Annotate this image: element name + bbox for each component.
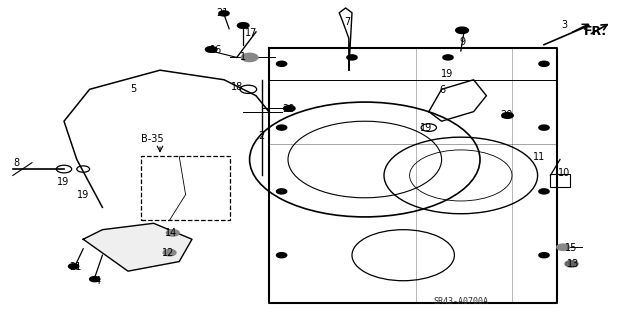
Circle shape	[539, 125, 549, 130]
Circle shape	[276, 125, 287, 130]
Text: 16: 16	[210, 45, 223, 55]
Text: 1: 1	[240, 52, 246, 63]
Text: 21: 21	[69, 262, 82, 272]
Polygon shape	[83, 223, 192, 271]
Circle shape	[276, 61, 287, 66]
Text: 2: 2	[258, 130, 264, 141]
Text: 8: 8	[13, 158, 19, 168]
Text: B-35: B-35	[141, 134, 164, 144]
Text: 4: 4	[94, 276, 100, 286]
Text: 9: 9	[459, 37, 465, 47]
Text: 19: 19	[420, 123, 433, 133]
Text: 17: 17	[244, 27, 257, 38]
Circle shape	[166, 230, 179, 236]
Circle shape	[90, 277, 100, 282]
Circle shape	[163, 249, 176, 256]
Circle shape	[539, 189, 549, 194]
Text: 19: 19	[56, 177, 69, 188]
Text: 19: 19	[77, 190, 90, 200]
Text: 3: 3	[561, 20, 568, 30]
Text: 7: 7	[344, 17, 351, 27]
Circle shape	[539, 61, 549, 66]
Circle shape	[284, 106, 295, 111]
Text: 18: 18	[230, 82, 243, 92]
Circle shape	[347, 55, 357, 60]
Text: 10: 10	[558, 168, 571, 178]
Circle shape	[557, 244, 570, 250]
Circle shape	[456, 27, 468, 33]
Circle shape	[276, 253, 287, 258]
Text: 15: 15	[564, 243, 577, 253]
Circle shape	[565, 261, 578, 267]
Circle shape	[205, 47, 217, 52]
Text: 12: 12	[161, 248, 174, 258]
Text: 13: 13	[566, 259, 579, 269]
Text: FR.: FR.	[584, 26, 607, 38]
Text: 21: 21	[216, 8, 229, 19]
Circle shape	[241, 53, 258, 62]
Bar	[141, 156, 230, 220]
Text: 19: 19	[440, 69, 453, 79]
Circle shape	[539, 253, 549, 258]
Text: 20: 20	[282, 104, 294, 114]
Text: 11: 11	[532, 152, 545, 162]
Circle shape	[443, 55, 453, 60]
Text: SR43-A0700A: SR43-A0700A	[433, 297, 488, 306]
Circle shape	[68, 264, 79, 269]
Text: 6: 6	[440, 85, 446, 95]
Circle shape	[502, 113, 513, 118]
Circle shape	[276, 189, 287, 194]
Text: 14: 14	[165, 228, 178, 238]
Bar	[550, 174, 570, 187]
Circle shape	[237, 23, 249, 28]
Text: 5: 5	[130, 84, 136, 94]
Circle shape	[219, 11, 229, 16]
Text: 20: 20	[500, 110, 513, 121]
